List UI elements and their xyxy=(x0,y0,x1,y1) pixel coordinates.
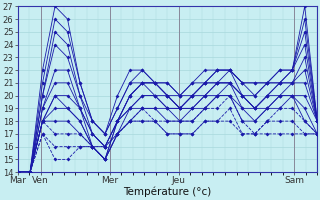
X-axis label: Température (°c): Température (°c) xyxy=(123,187,212,197)
